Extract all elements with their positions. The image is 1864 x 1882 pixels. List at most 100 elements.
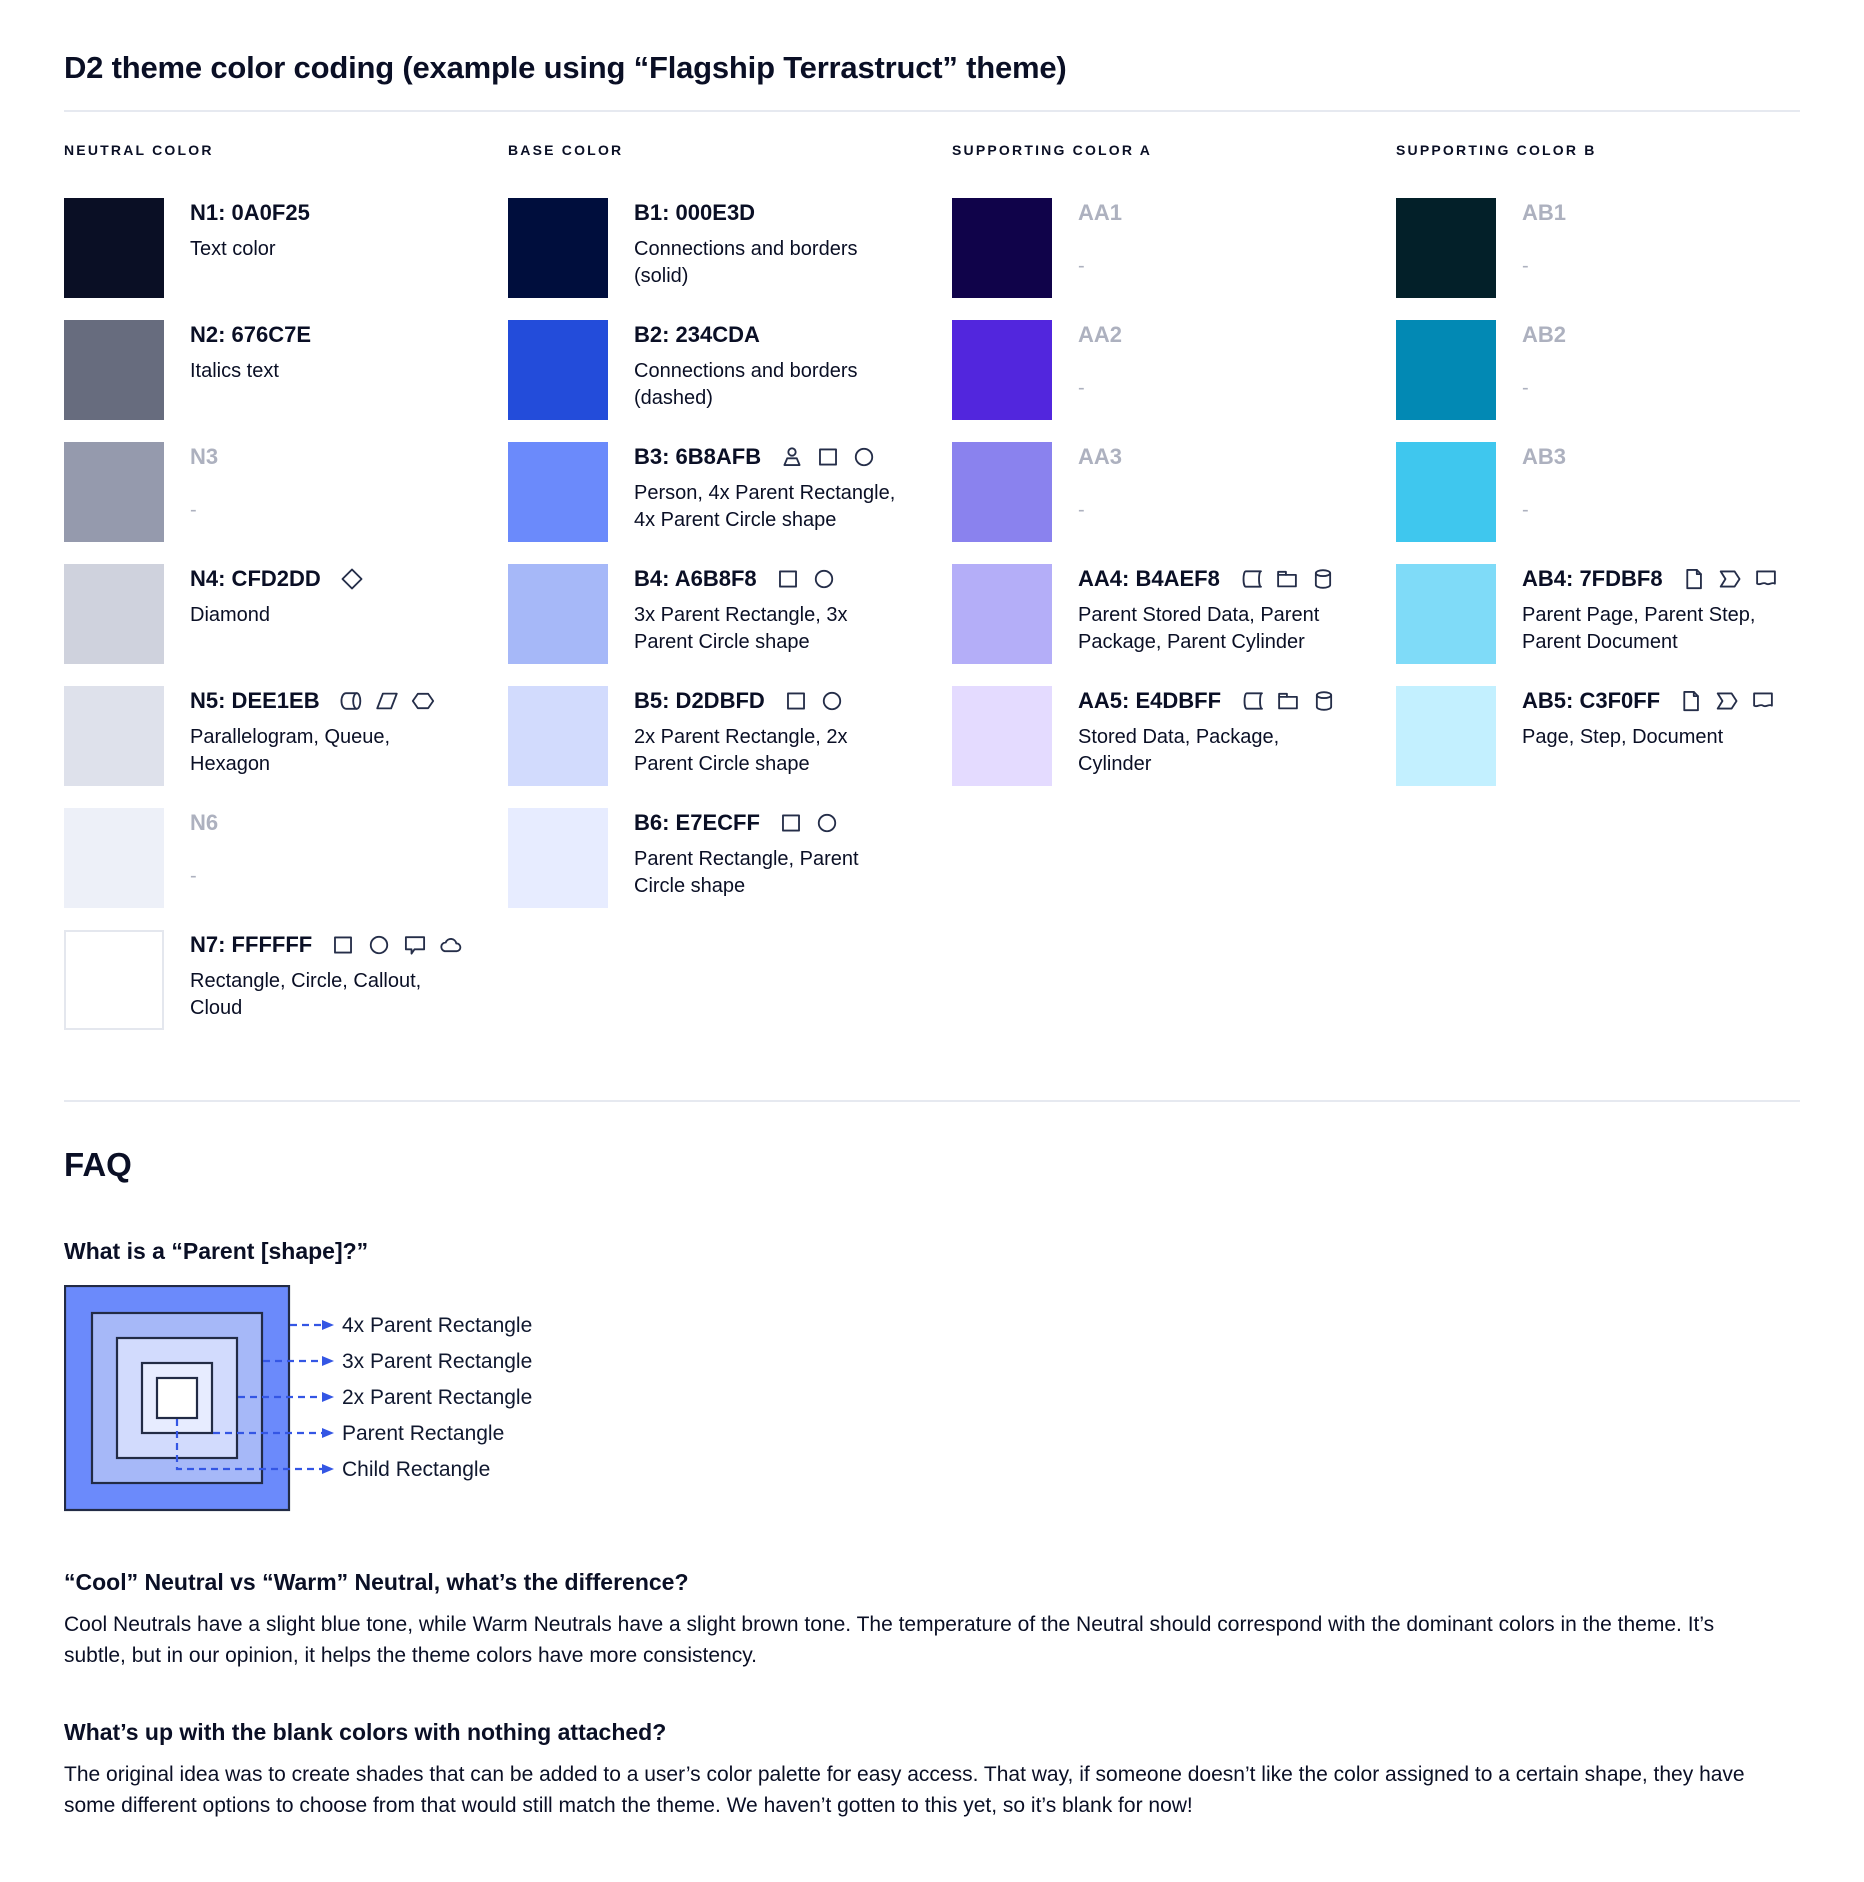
color-swatch [64, 686, 164, 786]
color-name-row: N4: CFD2DD [190, 565, 458, 593]
color-name: B4: A6B8F8 [634, 566, 757, 591]
arrowhead-icon [322, 1356, 334, 1366]
cylinder-icon [1314, 569, 1331, 589]
color-meta: B4: A6B8F8 3x Parent Rectangle, 3x Parent… [634, 564, 902, 664]
color-meta: AB2 - [1522, 320, 1790, 420]
color-swatch [952, 442, 1052, 542]
color-meta: N3 - [190, 442, 458, 542]
color-item-ab4: AB4: 7FDBF8 Parent Page, Parent Step, Par… [1396, 564, 1802, 664]
arrowhead-icon [322, 1392, 334, 1402]
step-icon [1716, 692, 1738, 710]
color-description: Person, 4x Parent Rectangle, 4x Parent C… [634, 482, 896, 531]
title-divider [64, 110, 1800, 112]
color-meta: AB1 - [1522, 198, 1790, 298]
color-item-ab2: AB2 - [1396, 320, 1802, 420]
color-description: Parent Rectangle, Parent Circle shape [634, 848, 859, 897]
color-name: AB5: C3F0FF [1522, 688, 1661, 713]
color-meta: B6: E7ECFF Parent Rectangle, Parent Circl… [634, 808, 902, 908]
color-description: - [1078, 377, 1085, 399]
parent-shape-diagram-wrap: 4x Parent Rectangle 3x Parent Rectangle 2x… [64, 1285, 1800, 1521]
color-swatch [508, 442, 608, 542]
color-swatch [64, 564, 164, 664]
color-name-row: AA3 [1078, 443, 1346, 471]
diagram-label-1: 4x Parent Rectangle [342, 1314, 532, 1337]
parent-shape-diagram: 4x Parent Rectangle 3x Parent Rectangle 2x… [64, 1285, 532, 1512]
color-swatch [1396, 686, 1496, 786]
color-name: AA1 [1078, 200, 1123, 225]
step-icon [1719, 570, 1741, 588]
color-meta: N5: DEE1EB Parallelogram, Queue, Hexagon [190, 686, 458, 786]
faq-answer-cool-vs-warm: Cool Neutrals have a slight blue tone, w… [64, 1613, 1715, 1667]
color-name: B5: D2DBFD [634, 688, 765, 713]
color-description: - [1522, 255, 1529, 277]
color-name: AB4: 7FDBF8 [1522, 566, 1663, 591]
color-meta: N7: FFFFFF Rectangle, Circle, Callout, Cl… [190, 930, 464, 1030]
color-swatch [1396, 198, 1496, 298]
column-header: NEUTRAL COLOR [64, 142, 214, 158]
color-name-row: N2: 676C7E [190, 321, 458, 349]
color-meta: AB4: 7FDBF8 Parent Page, Parent Step, Par… [1522, 564, 1790, 664]
color-meta: AA2 - [1078, 320, 1346, 420]
color-item-b2: B2: 234CDA Connections and borders (dashe… [508, 320, 914, 420]
color-name: N4: CFD2DD [190, 566, 321, 591]
color-item-n1: N1: 0A0F25 Text color [64, 198, 470, 298]
color-name-row: B6: E7ECFF [634, 809, 902, 837]
color-name-row: AB3 [1522, 443, 1790, 471]
color-swatch [64, 930, 164, 1030]
color-name-row: AA2 [1078, 321, 1346, 349]
faq-question-blank-colors: What’s up with the blank colors with not… [64, 1719, 667, 1745]
column-header: SUPPORTING COLOR A [952, 142, 1153, 158]
color-swatch [952, 564, 1052, 664]
color-name-row: N3 [190, 443, 458, 471]
color-name-row: N7: FFFFFF [190, 931, 464, 959]
page-icon [1683, 690, 1699, 712]
color-name: AB1 [1522, 200, 1567, 225]
color-description: Parent Stored Data, Parent Package, Pare… [1078, 604, 1320, 653]
color-description: Connections and borders (solid) [634, 238, 858, 287]
color-name: N5: DEE1EB [190, 688, 320, 713]
color-name: AB2 [1522, 322, 1567, 347]
rectangle-icon [786, 692, 805, 710]
stored-data-icon [1243, 692, 1263, 710]
color-name-row: N5: DEE1EB [190, 687, 458, 715]
color-name: AA3 [1078, 444, 1123, 469]
color-name: N2: 676C7E [190, 322, 312, 347]
circle-icon [370, 935, 389, 955]
color-meta: B5: D2DBFD 2x Parent Rectangle, 2x Parent… [634, 686, 902, 786]
rectangle-icon [334, 936, 353, 954]
leader-line-5 [175, 1419, 322, 1471]
diagram-label-2: 3x Parent Rectangle [342, 1350, 532, 1373]
circle-icon [814, 569, 833, 589]
diagram-label-3: 2x Parent Rectangle [342, 1386, 532, 1409]
color-name: B6: E7ECFF [634, 810, 760, 835]
color-swatch [508, 320, 608, 420]
color-meta: AB3 - [1522, 442, 1790, 542]
color-name-row: AB5: C3F0FF [1522, 687, 1790, 715]
color-description: - [1078, 499, 1085, 521]
section-divider [64, 1100, 1800, 1102]
color-swatch [1396, 320, 1496, 420]
color-swatch [508, 808, 608, 908]
color-description: - [1078, 255, 1085, 277]
color-swatch [64, 808, 164, 908]
callout-icon [405, 936, 426, 955]
diagram-label-5: Child Rectangle [342, 1458, 490, 1481]
color-swatch [1396, 564, 1496, 664]
color-description: Diamond [190, 604, 271, 626]
circle-icon [822, 691, 841, 711]
diamond-icon [341, 568, 363, 590]
color-description: - [190, 865, 197, 887]
circle-icon [854, 447, 874, 467]
color-item-aa4: AA4: B4AEF8 Parent Stored Data, Parent Pa… [952, 564, 1358, 664]
package-icon [1278, 692, 1298, 710]
color-meta: B2: 234CDA Connections and borders (dashe… [634, 320, 902, 420]
color-swatch [64, 320, 164, 420]
color-name-row: B5: D2DBFD [634, 687, 902, 715]
color-item-ab5: AB5: C3F0FF Page, Step, Document [1396, 686, 1802, 786]
page-title: D2 theme color coding (example using “Fl… [64, 50, 1067, 85]
color-meta: B1: 000E3D Connections and borders (solid… [634, 198, 902, 298]
color-name: N7: FFFFFF [190, 932, 313, 957]
color-meta: AA3 - [1078, 442, 1346, 542]
color-meta: AB5: C3F0FF Page, Step, Document [1522, 686, 1790, 786]
package-icon [1277, 570, 1297, 588]
